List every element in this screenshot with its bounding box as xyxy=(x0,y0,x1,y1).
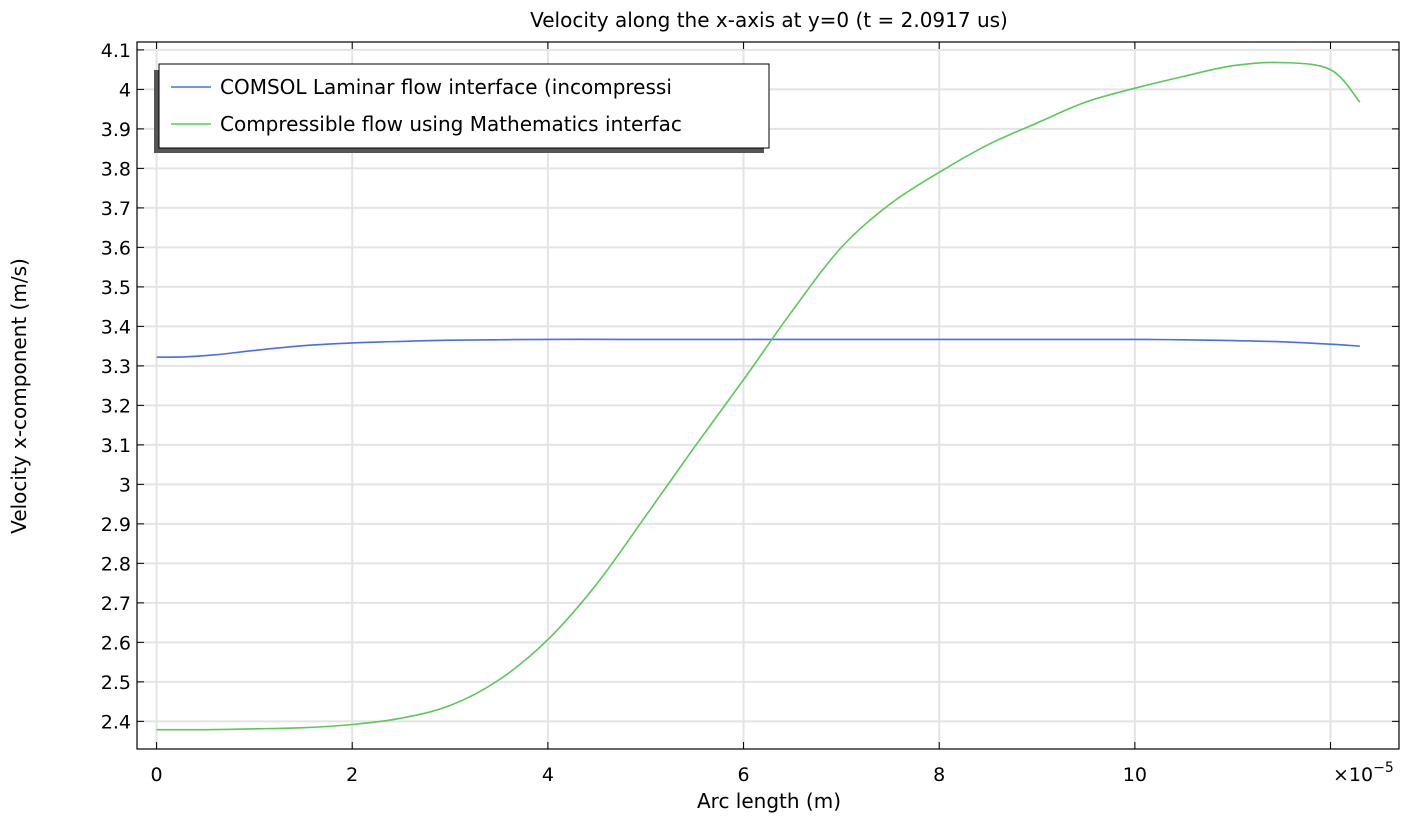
y-tick-label: 3.2 xyxy=(101,395,131,417)
x-tick-label: 2 xyxy=(346,764,358,786)
x-tick-label: 6 xyxy=(737,764,749,786)
data-series xyxy=(156,61,1361,731)
x-multiplier-label: ×10−5 xyxy=(1333,760,1394,786)
legend-box xyxy=(158,63,770,149)
legend-label-compressible: Compressible flow using Mathematics inte… xyxy=(220,112,682,136)
x-tick-label: 10 xyxy=(1123,764,1147,786)
y-tick-label: 3.4 xyxy=(101,316,131,338)
x-tick-labels: 0 2 4 6 8 10 xyxy=(151,764,1147,786)
grid-lines xyxy=(137,42,1399,749)
legend: COMSOL Laminar flow interface (incompres… xyxy=(154,63,770,153)
x-tick-label: 8 xyxy=(933,764,945,786)
y-tick-label: 2.9 xyxy=(101,514,131,536)
y-tick-label: 3.7 xyxy=(101,198,131,220)
y-tick-label: 2.7 xyxy=(101,593,131,615)
y-tick-label: 2.8 xyxy=(101,553,131,575)
x-axis-title: Arc length (m) xyxy=(697,789,841,813)
legend-label-laminar: COMSOL Laminar flow interface (incompres… xyxy=(220,75,672,99)
y-tick-label: 3.1 xyxy=(101,435,131,457)
y-tick-label: 2.4 xyxy=(101,711,131,733)
x-tick-label: 4 xyxy=(542,764,554,786)
y-tick-label: 3.8 xyxy=(101,158,131,180)
y-tick-label: 4.1 xyxy=(101,40,131,62)
y-tick-label: 3 xyxy=(119,474,131,496)
y-axis-title: Velocity x-component (m/s) xyxy=(7,258,31,534)
y-tick-label: 3.3 xyxy=(101,356,131,378)
y-tick-label: 2.5 xyxy=(101,672,131,694)
y-tick-label: 3.5 xyxy=(101,277,131,299)
y-tick-label: 3.6 xyxy=(101,237,131,259)
y-tick-label: 2.6 xyxy=(101,632,131,654)
chart-title: Velocity along the x-axis at y=0 (t = 2.… xyxy=(530,8,1008,32)
y-tick-labels: 2.4 2.5 2.6 2.7 2.8 2.9 3 3.1 3.2 3.3 3.4 3.5 3.6 3.7… xyxy=(101,40,131,733)
axis-ticks xyxy=(137,42,1399,749)
series-line-compressible xyxy=(156,61,1361,731)
series-line-laminar xyxy=(156,338,1360,358)
plot-frame xyxy=(136,41,1400,750)
x-tick-label: 0 xyxy=(151,764,163,786)
y-tick-label: 3.9 xyxy=(101,119,131,141)
y-tick-label: 4 xyxy=(119,79,131,101)
